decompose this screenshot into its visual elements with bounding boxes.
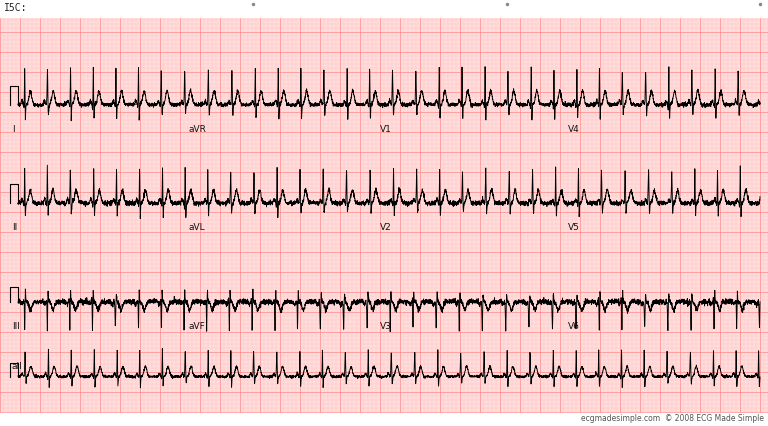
Text: I5C:: I5C: <box>4 3 28 13</box>
Text: III: III <box>12 322 20 331</box>
Text: I: I <box>12 125 15 134</box>
Text: II: II <box>12 223 17 232</box>
Text: V1: V1 <box>380 125 392 134</box>
Text: aVL: aVL <box>188 223 205 232</box>
Text: V2: V2 <box>380 223 392 232</box>
Text: aVF: aVF <box>188 322 205 331</box>
Text: aII: aII <box>12 362 23 371</box>
Text: ecgmadesimple.com  © 2008 ECG Made Simple: ecgmadesimple.com © 2008 ECG Made Simple <box>581 414 764 423</box>
Text: V3: V3 <box>380 322 392 331</box>
Text: V5: V5 <box>568 223 580 232</box>
Bar <box>0 0 768 18</box>
Text: V4: V4 <box>568 125 580 134</box>
Text: aVR: aVR <box>188 125 206 134</box>
Text: V6: V6 <box>568 322 580 331</box>
